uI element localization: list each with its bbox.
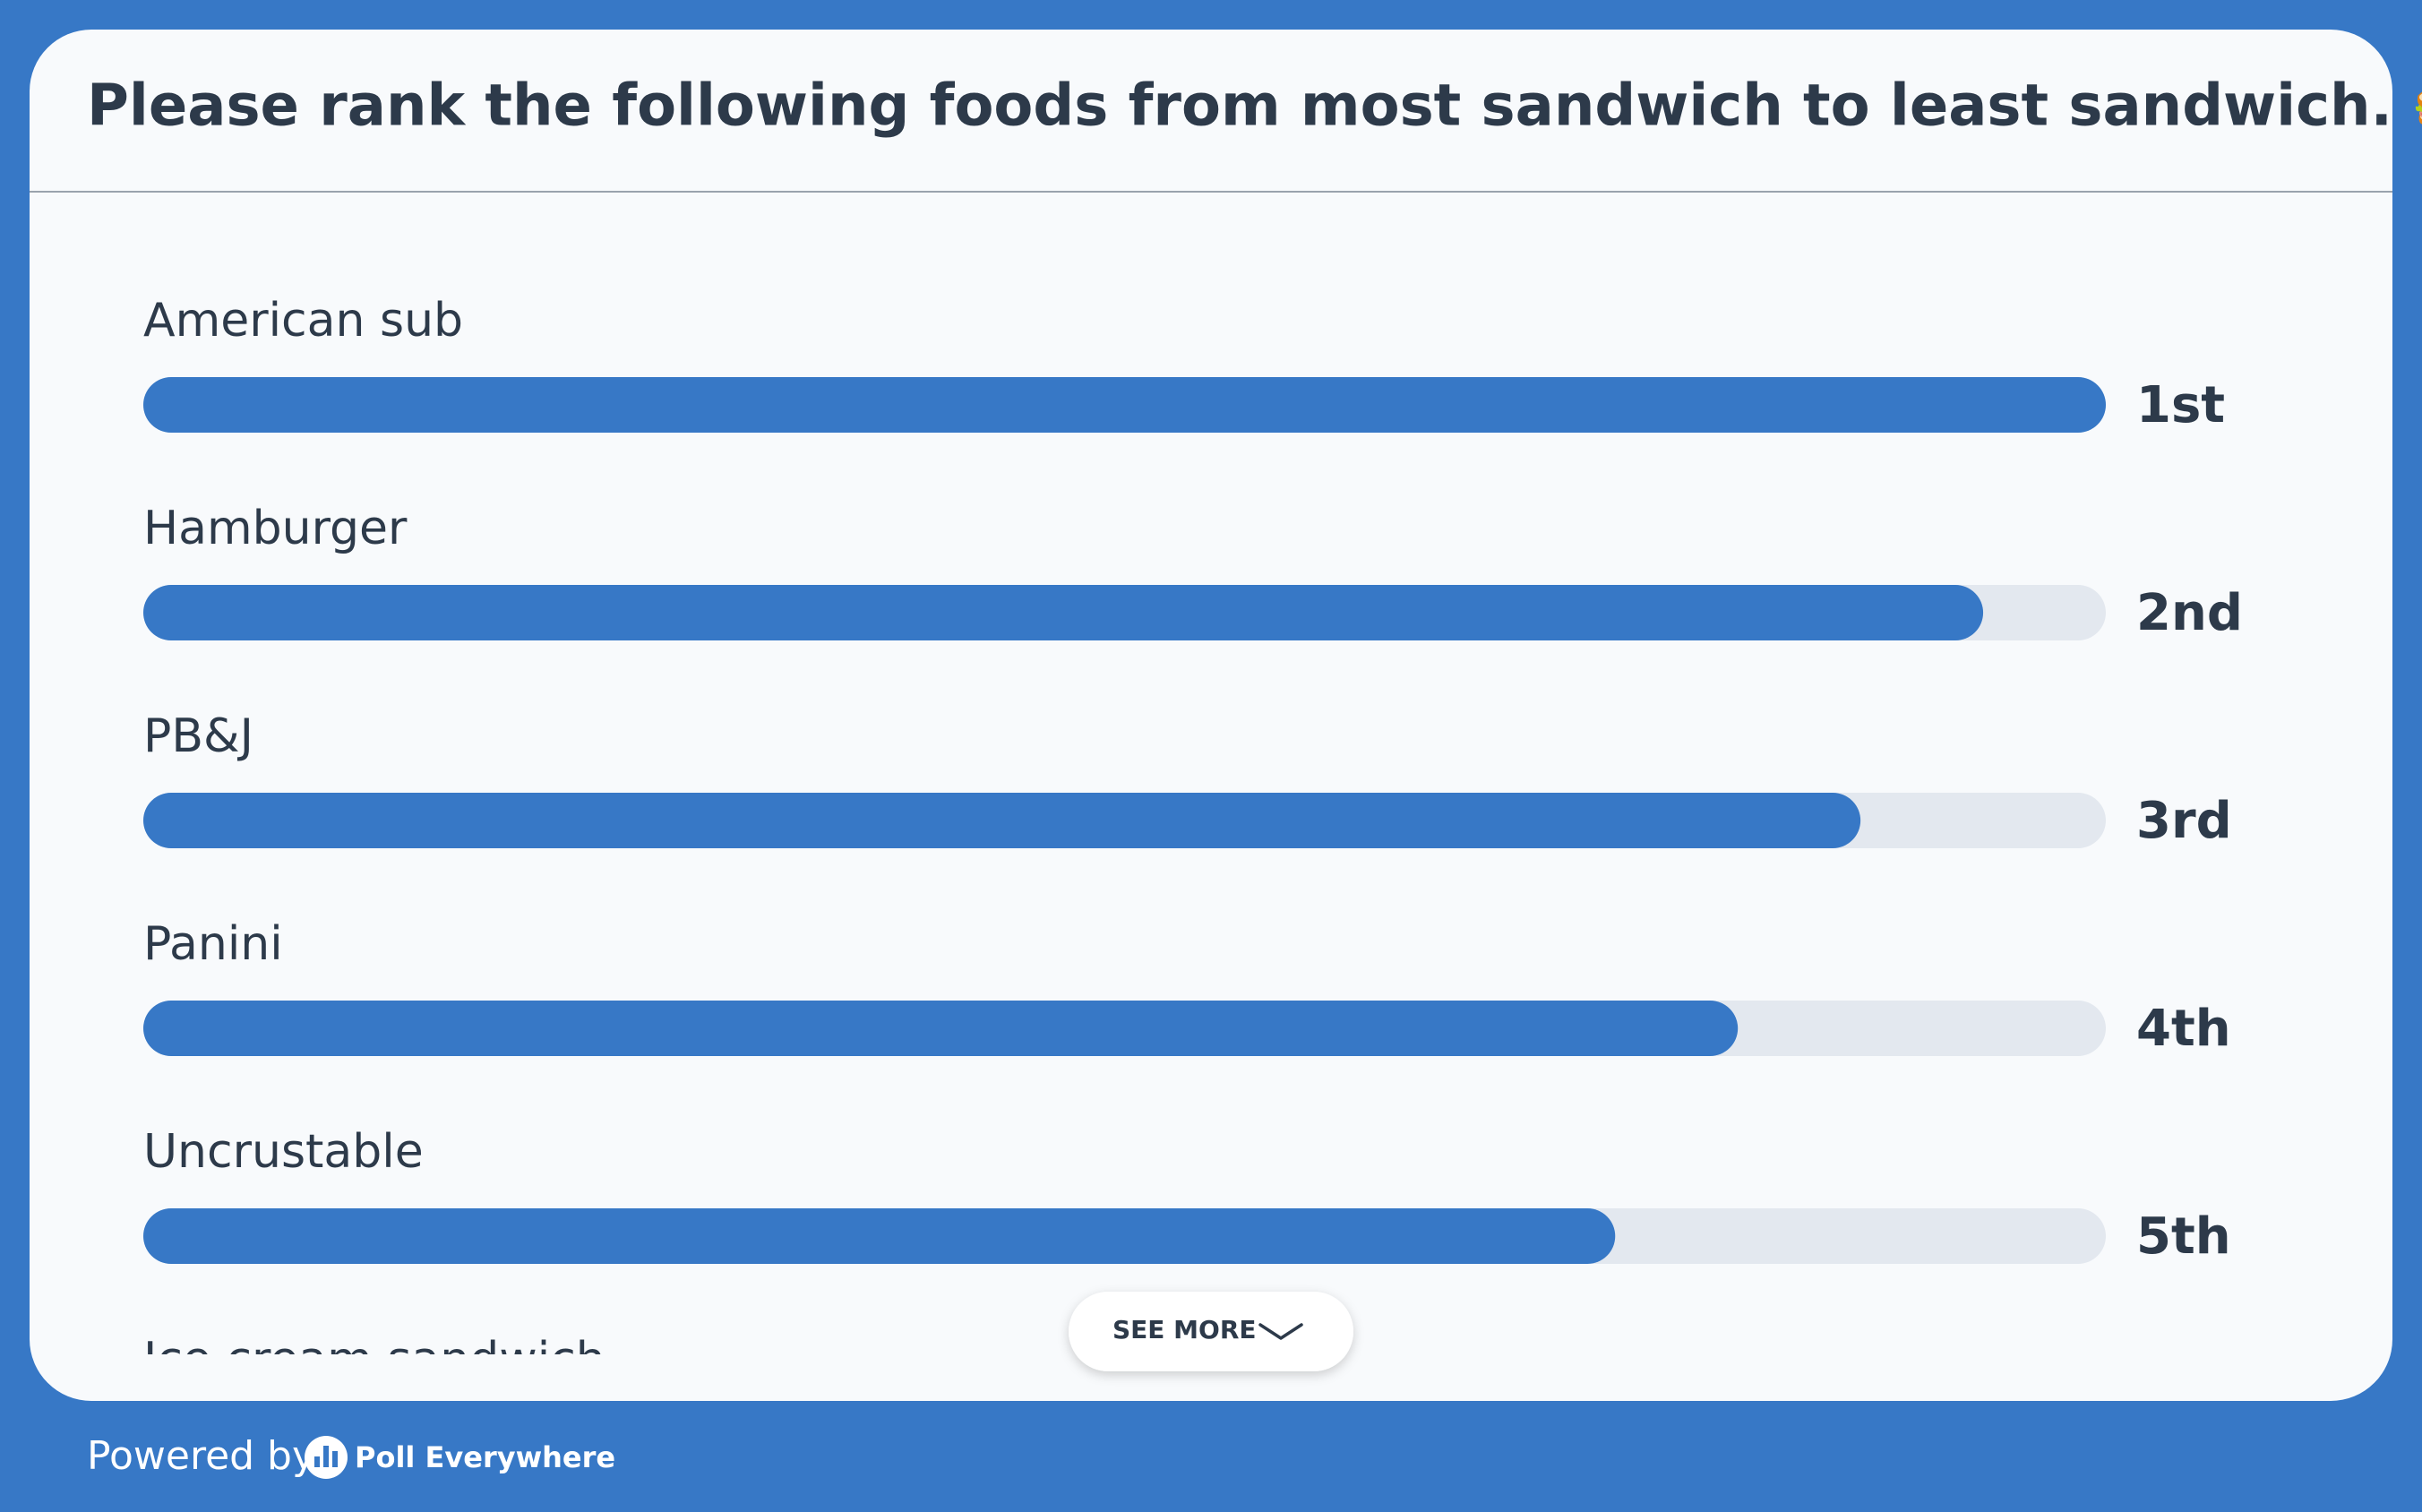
rank-label: 1st [2136, 376, 2225, 434]
bar [143, 793, 1861, 848]
rank-label: 2nd [2136, 584, 2243, 642]
brand-logo [305, 1436, 348, 1479]
bar [143, 377, 2106, 433]
see-more-button[interactable]: SEE MORE [1069, 1292, 1353, 1371]
bar [143, 585, 1984, 640]
results: American sub 1st Hamburger 2nd PB&J 3rd Panini… [143, 294, 2243, 1387]
item-label: PB&J [143, 709, 253, 763]
card [30, 30, 2392, 1401]
chevron-icon[interactable] [1258, 1323, 1303, 1340]
item-label-partial: Ice cream sandwich [143, 1333, 606, 1387]
button-bg[interactable] [1069, 1292, 1353, 1371]
rank-label: 4th [2136, 1000, 2231, 1058]
brand-name: Poll Everywhere [355, 1440, 615, 1474]
button-label[interactable]: SEE MORE [1112, 1315, 1257, 1344]
item-label: Hamburger [143, 502, 408, 555]
item-label: Panini [143, 917, 283, 971]
logo-bar [323, 1446, 329, 1467]
bar [143, 1208, 1616, 1264]
rank-label: 3rd [2136, 792, 2232, 850]
item-label: American sub [143, 294, 463, 348]
item-label: Uncrustable [143, 1125, 424, 1179]
powered-by: Powered by [87, 1433, 315, 1479]
bar [143, 1001, 1739, 1056]
rank-label: 5th [2136, 1207, 2231, 1266]
logo-bar [314, 1456, 320, 1467]
poll-title: Please rank the following foods from mos… [87, 73, 2422, 140]
logo-bar [332, 1451, 338, 1467]
